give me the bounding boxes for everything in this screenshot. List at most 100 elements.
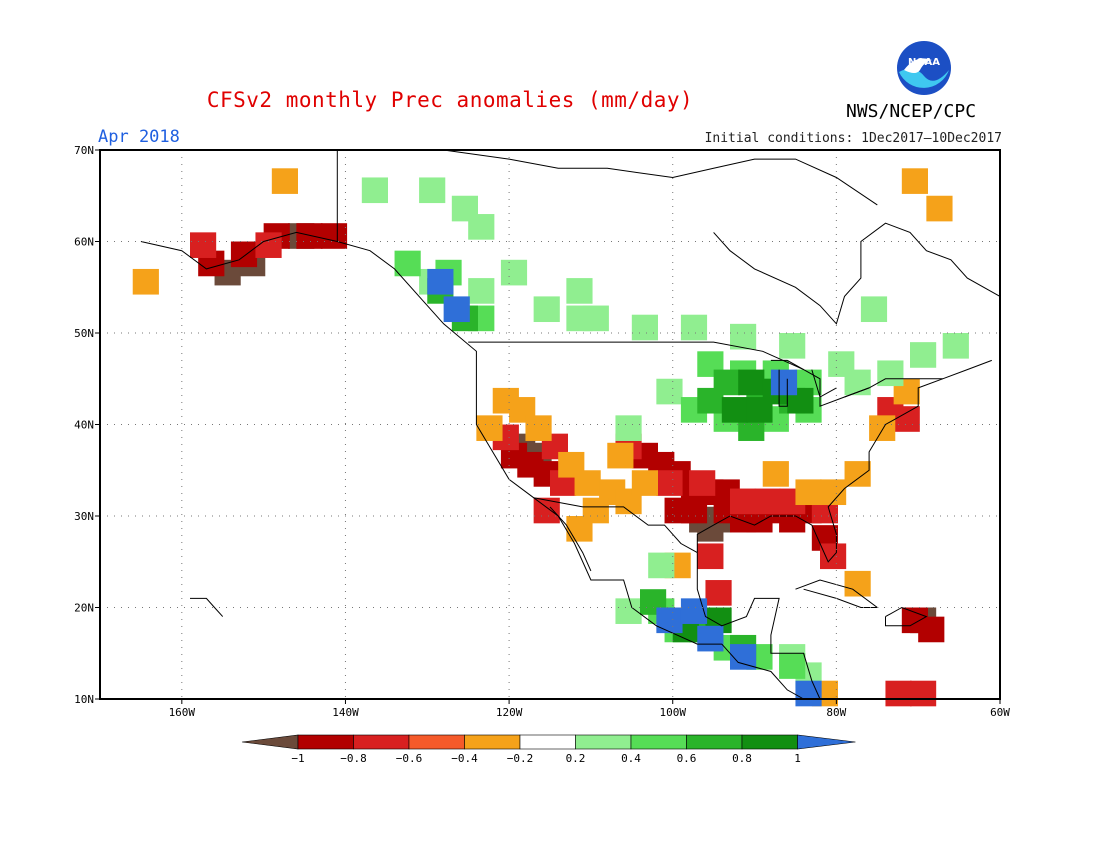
anomaly-cell bbox=[631, 314, 658, 341]
anomaly-cell bbox=[893, 406, 920, 432]
anomaly-cell bbox=[468, 278, 495, 304]
anomaly-cell bbox=[680, 314, 708, 341]
anomaly-cell bbox=[860, 296, 888, 323]
agency-label: NWS/NCEP/CPC bbox=[846, 101, 977, 122]
anomaly-cell bbox=[656, 470, 683, 496]
coastline bbox=[811, 369, 837, 398]
anomaly-cell bbox=[689, 470, 716, 496]
anomaly-cell bbox=[631, 470, 658, 496]
coastline bbox=[713, 222, 1001, 325]
colorbar-label: 1 bbox=[794, 752, 801, 765]
colorbar-label: −1 bbox=[291, 752, 304, 765]
anomaly-cell bbox=[394, 250, 421, 277]
lon-label: 140W bbox=[332, 706, 359, 719]
coastline bbox=[443, 149, 878, 206]
coastline bbox=[778, 369, 788, 407]
svg-text:NOAA: NOAA bbox=[908, 57, 940, 68]
anomaly-cell bbox=[656, 607, 683, 634]
coastline bbox=[533, 497, 698, 554]
anomaly-cell bbox=[877, 360, 904, 387]
anomaly-cell bbox=[942, 333, 969, 359]
colorbar-label: −0.6 bbox=[396, 752, 423, 765]
colorbar-swatch bbox=[575, 734, 632, 750]
lon-label: 60W bbox=[990, 706, 1010, 719]
anomaly-cell bbox=[697, 543, 724, 570]
coastline bbox=[770, 359, 804, 371]
anomaly-cell bbox=[779, 333, 806, 359]
anomaly-cell bbox=[762, 461, 789, 487]
colorbar-swatch bbox=[741, 734, 798, 750]
lon-label: 100W bbox=[659, 706, 686, 719]
anomaly-cell bbox=[190, 232, 217, 258]
colorbar-label: −0.8 bbox=[340, 752, 367, 765]
anomaly-cell bbox=[697, 387, 724, 414]
colorbar-label: 0.6 bbox=[677, 752, 697, 765]
anomaly-cell bbox=[132, 268, 159, 295]
lat-label: 70N bbox=[74, 144, 94, 157]
anomaly-cell bbox=[427, 268, 454, 295]
colorbar-swatch bbox=[353, 734, 410, 750]
anomaly-cell bbox=[770, 369, 798, 396]
colorbar-max-arrow bbox=[797, 734, 856, 750]
lat-label: 50N bbox=[74, 327, 94, 340]
coastline bbox=[468, 341, 943, 407]
colorbar-label: 0.2 bbox=[566, 752, 586, 765]
anomaly-cell bbox=[795, 479, 822, 506]
anomaly-cell bbox=[721, 397, 748, 423]
lat-label: 60N bbox=[74, 236, 94, 249]
anomaly-cell bbox=[566, 516, 593, 542]
colorbar-swatch bbox=[408, 734, 465, 750]
colorbar-min-arrow bbox=[241, 734, 299, 750]
anomaly-cell bbox=[730, 323, 757, 350]
colorbar-swatch bbox=[519, 734, 576, 750]
anomaly-cell bbox=[296, 223, 323, 249]
lon-tick-labels: 160W 140W 120W 100W 80W 60W bbox=[169, 699, 1010, 719]
colorbar: −1 −0.8 −0.6 −0.4 −0.2 0.2 0.4 0.6 0.8 1 bbox=[241, 734, 856, 765]
coastline bbox=[885, 606, 928, 627]
anomaly-cell bbox=[648, 552, 675, 579]
gridlines bbox=[100, 150, 1000, 699]
anomaly-cell bbox=[500, 259, 528, 286]
anomaly-cell bbox=[361, 177, 388, 204]
forecast-period: Apr 2018 bbox=[98, 127, 180, 147]
anomaly-cell bbox=[443, 296, 470, 323]
anomaly-cell bbox=[271, 168, 298, 194]
anomaly-cell bbox=[320, 223, 348, 249]
lon-label: 160W bbox=[169, 706, 196, 719]
anomaly-cell bbox=[566, 278, 593, 304]
anomaly-cell bbox=[656, 378, 683, 405]
anomaly-cell bbox=[869, 415, 896, 441]
colorbar-label: 0.4 bbox=[621, 752, 641, 765]
colorbar-swatch bbox=[464, 734, 521, 750]
lon-label: 120W bbox=[496, 706, 523, 719]
map-title: CFSv2 monthly Prec anomalies (mm/day) bbox=[206, 88, 694, 112]
anomaly-cell bbox=[255, 232, 282, 258]
anomaly-cell bbox=[910, 680, 937, 707]
anomaly-cell bbox=[705, 580, 732, 606]
lat-label: 40N bbox=[74, 419, 94, 432]
lon-label: 80W bbox=[826, 706, 846, 719]
anomaly-cell bbox=[901, 168, 928, 194]
colorbar-label: −0.4 bbox=[451, 752, 478, 765]
anomaly-cell bbox=[926, 195, 953, 222]
anomaly-cell bbox=[746, 397, 773, 423]
anomaly-cell bbox=[476, 415, 503, 441]
lat-label: 10N bbox=[74, 693, 94, 706]
initial-conditions: Initial conditions: 1Dec2017–10Dec2017 bbox=[704, 131, 1002, 146]
lat-label: 30N bbox=[74, 510, 94, 523]
anomaly-cell bbox=[730, 488, 757, 515]
coastline bbox=[844, 387, 870, 398]
anomaly-cell bbox=[680, 598, 708, 624]
anomaly-cell bbox=[885, 680, 912, 707]
colorbar-label: 0.8 bbox=[732, 752, 752, 765]
anomaly-cell bbox=[468, 214, 495, 240]
anomaly-cell bbox=[566, 305, 593, 332]
colorbar-swatch bbox=[297, 734, 354, 750]
colorbar-swatch bbox=[686, 734, 743, 750]
lat-tick-labels: 70N 60N 50N 40N 30N 20N 10N bbox=[74, 144, 100, 706]
anomaly-cells bbox=[132, 168, 969, 707]
anomaly-cell bbox=[754, 488, 781, 515]
anomaly-cell bbox=[419, 177, 446, 204]
anomaly-cell bbox=[574, 470, 601, 496]
coastline bbox=[549, 506, 592, 572]
